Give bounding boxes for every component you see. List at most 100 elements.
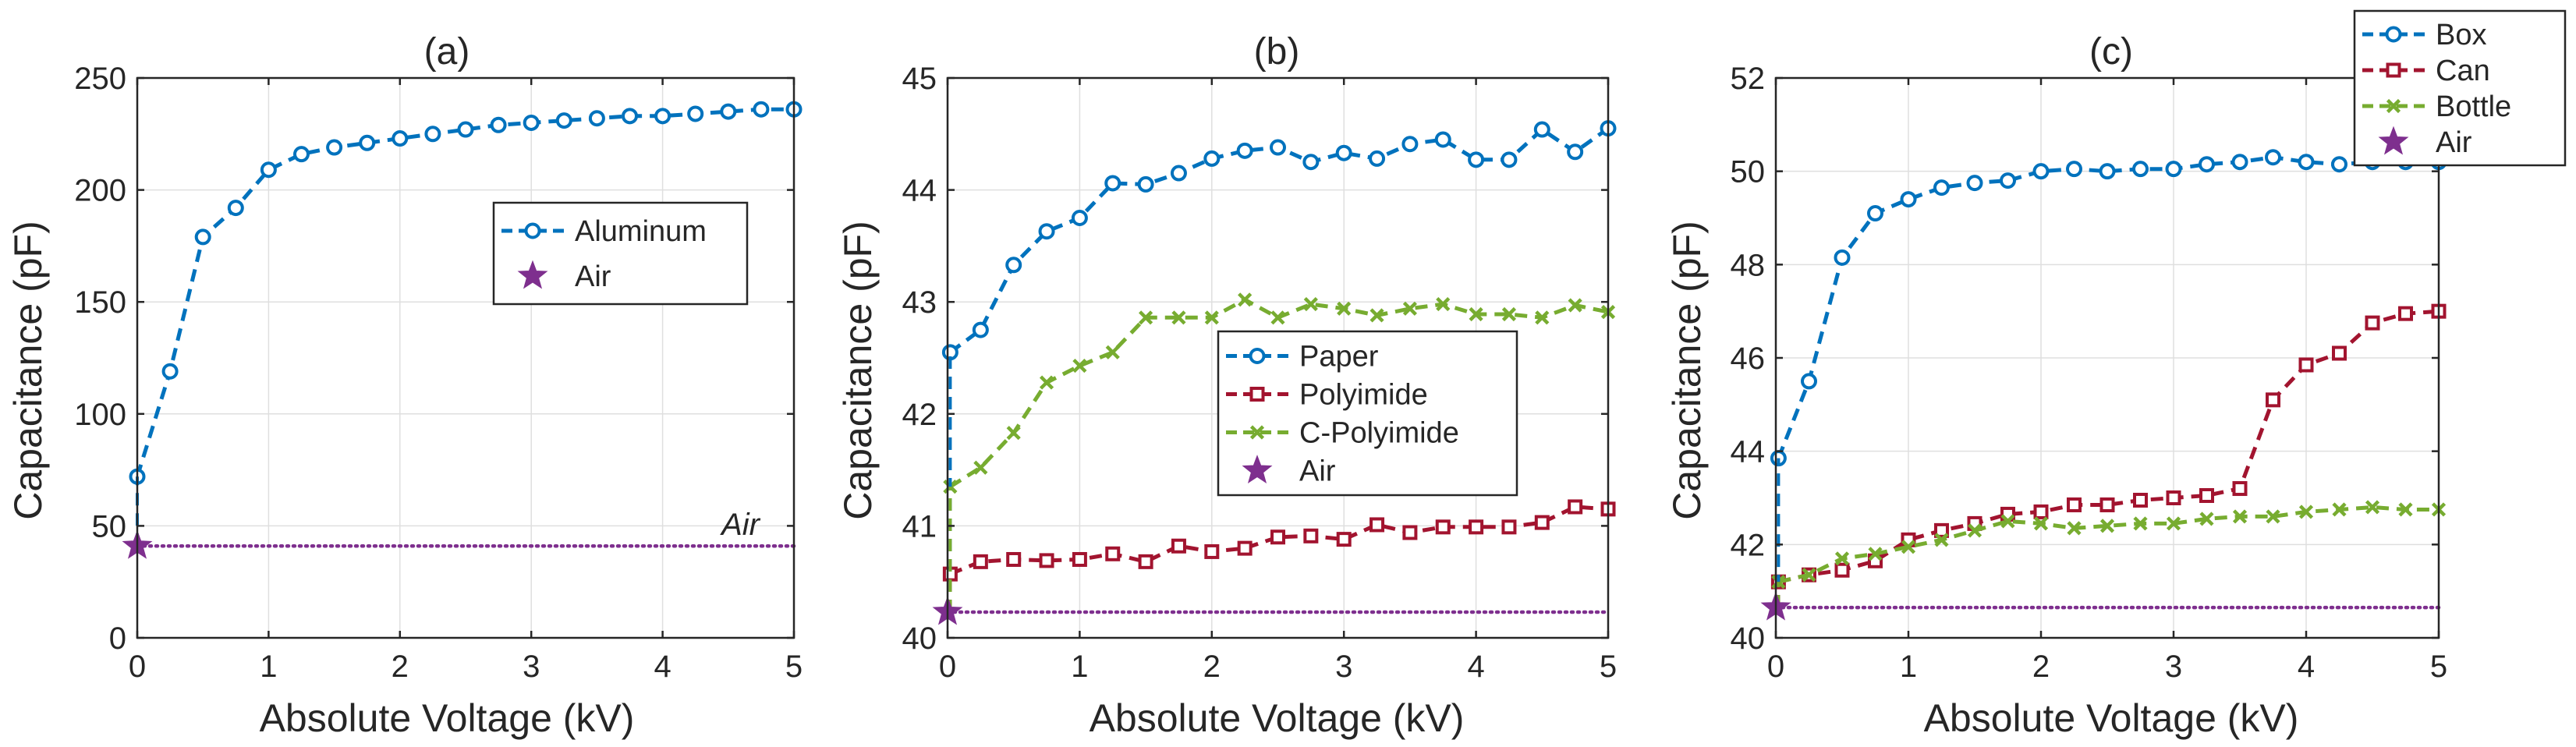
panel-c-xlabel: Absolute Voltage (kV)	[1924, 696, 2299, 740]
data-point	[1203, 150, 1221, 167]
legend-marker	[1249, 348, 1266, 364]
y-tick-label: 150	[74, 285, 126, 320]
y-tick-label: 42	[902, 398, 937, 432]
data-point	[1435, 519, 1451, 535]
data-point	[457, 121, 474, 138]
data-point	[2332, 502, 2347, 517]
y-tick-label: 40	[902, 621, 937, 656]
data-point	[1933, 179, 1950, 196]
panel-b-ylabel: Capacitance (pF)	[836, 221, 880, 520]
y-tick-label: 44	[902, 174, 937, 208]
data-point	[1105, 345, 1120, 359]
axes-box	[136, 76, 795, 639]
y-tick-label: 44	[1731, 435, 1766, 469]
series-paper	[941, 120, 1617, 361]
data-point	[1303, 296, 1318, 312]
panel-b-xlabel: Absolute Voltage (kV)	[1090, 696, 1465, 740]
data-point	[555, 112, 572, 129]
legend-box	[492, 201, 749, 306]
data-point	[2000, 172, 2016, 189]
x-tick-label: 3	[1335, 650, 1352, 684]
data-point	[2133, 492, 2148, 508]
y-tick-label: 40	[1731, 621, 1766, 656]
data-point	[523, 114, 540, 131]
panel-a-xlabel: Absolute Voltage (kV)	[260, 696, 635, 740]
data-point	[2231, 154, 2248, 171]
data-point	[1802, 568, 1816, 582]
data-point	[1369, 308, 1384, 323]
legend: Paper Polyimide C-Polyimide Air	[1217, 330, 1518, 497]
data-point	[2398, 502, 2413, 517]
data-point	[1533, 121, 1550, 138]
data-point	[2298, 504, 2314, 519]
data-point	[1501, 519, 1517, 535]
legend-label: Air	[1299, 455, 1336, 488]
legend-label: Aluminum	[575, 215, 707, 248]
data-point	[2365, 500, 2380, 515]
legend-marker	[2378, 126, 2409, 155]
y-tick-label: 50	[92, 509, 127, 543]
data-point	[1568, 298, 1582, 313]
data-point	[687, 105, 704, 122]
legend-marker	[1249, 387, 1265, 402]
series-line	[1777, 504, 2439, 584]
data-point	[2000, 514, 2015, 529]
data-point	[972, 321, 989, 338]
data-point	[1469, 306, 1483, 322]
data-point	[2099, 163, 2116, 180]
data-point	[720, 103, 737, 120]
x-tick-label: 1	[260, 650, 277, 684]
data-point	[2133, 516, 2148, 531]
panel-b-title: (b)	[1254, 31, 1300, 73]
data-point	[1204, 310, 1219, 325]
data-point	[1934, 522, 1949, 538]
data-point	[1402, 525, 1418, 540]
data-point	[1039, 553, 1054, 568]
legend-label: C-Polyimide	[1299, 417, 1459, 450]
data-point	[2066, 161, 2082, 178]
data-point	[1336, 532, 1352, 547]
y-tick-label: 250	[74, 62, 126, 96]
x-tick-label: 2	[2032, 650, 2050, 684]
data-point	[2067, 497, 2082, 512]
data-point	[2199, 512, 2214, 526]
data-point	[1138, 554, 1153, 569]
data-point	[1006, 551, 1022, 567]
data-point	[1072, 358, 1087, 374]
data-point	[1369, 150, 1386, 167]
x-tick-label: 2	[1203, 650, 1221, 684]
data-point	[1801, 373, 1817, 390]
y-tick-label: 52	[1731, 62, 1766, 96]
data-point	[1137, 175, 1154, 193]
data-point	[973, 460, 988, 475]
data-point	[1270, 310, 1285, 325]
data-point	[2199, 488, 2214, 504]
x-tick-label: 0	[939, 650, 956, 684]
data-point	[1535, 310, 1550, 325]
legend-marker	[1249, 425, 1265, 440]
data-point	[2033, 516, 2049, 531]
data-point	[1335, 144, 1352, 161]
data-point	[1868, 547, 1883, 561]
legend-marker	[2385, 26, 2402, 43]
data-point	[1006, 426, 1021, 441]
data-point	[973, 554, 988, 569]
legend-entry: Bottle	[2362, 90, 2511, 123]
data-point	[2033, 504, 2049, 519]
data-point	[1434, 131, 1451, 148]
legend-marker	[524, 222, 541, 239]
data-point	[1369, 517, 1385, 533]
panel-a-title: (a)	[424, 31, 470, 73]
data-point	[1436, 296, 1451, 312]
data-point	[2266, 509, 2280, 524]
data-point	[1005, 257, 1022, 274]
data-point	[1303, 528, 1319, 543]
air-annotation: Air	[720, 508, 761, 542]
data-point	[293, 146, 310, 163]
data-point	[2365, 315, 2380, 331]
data-point	[2166, 516, 2181, 531]
data-point	[2099, 497, 2115, 512]
data-point	[1104, 175, 1121, 192]
data-point	[359, 134, 376, 151]
data-point	[1236, 142, 1253, 159]
